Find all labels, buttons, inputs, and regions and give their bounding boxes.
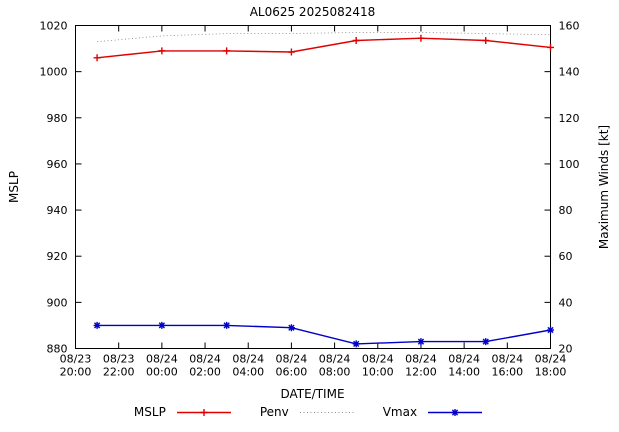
vmax-marker bbox=[287, 324, 295, 332]
tick-label: 960 bbox=[47, 158, 68, 171]
legend-label-mslp: MSLP bbox=[133, 405, 166, 419]
mslp-marker bbox=[223, 47, 231, 55]
tick-label: 40 bbox=[559, 296, 573, 309]
mslp-marker bbox=[287, 48, 295, 56]
left-axis-ticks: 880 900 920 940 960 980 1000 1020 bbox=[40, 20, 82, 356]
right-axis-ticks: 20 40 60 80 100 120 140 160 bbox=[544, 20, 580, 356]
tick-label: 10:00 bbox=[362, 366, 394, 379]
tick-label: 980 bbox=[47, 112, 68, 125]
tick-label: 1020 bbox=[40, 20, 68, 33]
tick-label: 16:00 bbox=[491, 366, 523, 379]
tick-label: 06:00 bbox=[276, 366, 308, 379]
mslp-marker bbox=[352, 36, 360, 44]
tick-label: 08/24 bbox=[146, 353, 178, 366]
tick-label: 20:00 bbox=[60, 366, 92, 379]
legend: MSLP Penv Vmax bbox=[0, 405, 619, 419]
tick-label: 08/24 bbox=[405, 353, 437, 366]
legend-sample-vmax-line bbox=[428, 408, 483, 416]
plot-border bbox=[75, 25, 551, 349]
vmax-marker bbox=[417, 338, 425, 346]
tick-label: 08/23 bbox=[60, 353, 92, 366]
tick-label: 20 bbox=[559, 343, 573, 356]
legend-label-penv: Penv bbox=[259, 405, 289, 419]
tick-label: 08/24 bbox=[276, 353, 308, 366]
chart-title: AL0625 2025082418 bbox=[249, 5, 376, 19]
legend-label-vmax: Vmax bbox=[382, 405, 418, 419]
vmax-marker bbox=[223, 321, 231, 329]
mslp-marker bbox=[547, 43, 554, 51]
tick-label: 08/23 bbox=[103, 353, 135, 366]
tick-label: 80 bbox=[559, 204, 573, 217]
tick-label: 08/24 bbox=[491, 353, 523, 366]
tick-label: 920 bbox=[47, 250, 68, 263]
tick-label: 140 bbox=[559, 66, 580, 79]
tick-label: 1000 bbox=[40, 66, 68, 79]
tick-label: 08/24 bbox=[535, 353, 567, 366]
tick-label: 160 bbox=[559, 20, 580, 33]
series-vmax bbox=[93, 321, 554, 348]
tick-label: 940 bbox=[47, 204, 68, 217]
series-penv bbox=[97, 31, 551, 43]
tick-label: 60 bbox=[559, 250, 573, 263]
vmax-marker bbox=[352, 340, 360, 348]
mslp-marker bbox=[158, 47, 166, 55]
tick-label: 12:00 bbox=[405, 366, 437, 379]
tick-label: 100 bbox=[559, 158, 580, 171]
x-axis-ticks: 08/2320:0008/2322:0008/2400:0008/2402:00… bbox=[60, 25, 567, 379]
tick-label: 880 bbox=[47, 343, 68, 356]
tick-label: 14:00 bbox=[448, 366, 480, 379]
mslp-marker bbox=[93, 54, 101, 62]
tick-label: 120 bbox=[559, 112, 580, 125]
series-mslp bbox=[93, 34, 554, 62]
vmax-marker bbox=[158, 321, 166, 329]
tick-label: 08/24 bbox=[362, 353, 394, 366]
mslp-marker bbox=[417, 34, 425, 42]
x-axis-label: DATE/TIME bbox=[280, 387, 345, 401]
tick-label: 02:00 bbox=[189, 366, 221, 379]
tick-label: 22:00 bbox=[103, 366, 135, 379]
vmax-marker bbox=[93, 321, 101, 329]
tick-label: 00:00 bbox=[146, 366, 178, 379]
tick-label: 08/24 bbox=[319, 353, 351, 366]
legend-item-penv: Penv bbox=[260, 405, 357, 419]
legend-item-mslp: MSLP bbox=[134, 405, 234, 419]
vmax-marker bbox=[482, 338, 490, 346]
tick-label: 08:00 bbox=[319, 366, 351, 379]
tick-label: 900 bbox=[47, 296, 68, 309]
legend-sample-penv-line bbox=[299, 411, 354, 413]
tick-label: 18:00 bbox=[535, 366, 567, 379]
vmax-marker bbox=[547, 326, 554, 334]
tick-label: 08/24 bbox=[189, 353, 221, 366]
legend-sample-mslp-line bbox=[176, 408, 231, 416]
mslp-marker bbox=[482, 36, 490, 44]
legend-item-vmax: Vmax bbox=[383, 405, 485, 419]
tick-label: 08/24 bbox=[232, 353, 264, 366]
tick-label: 08/24 bbox=[448, 353, 480, 366]
tick-label: 04:00 bbox=[232, 366, 264, 379]
